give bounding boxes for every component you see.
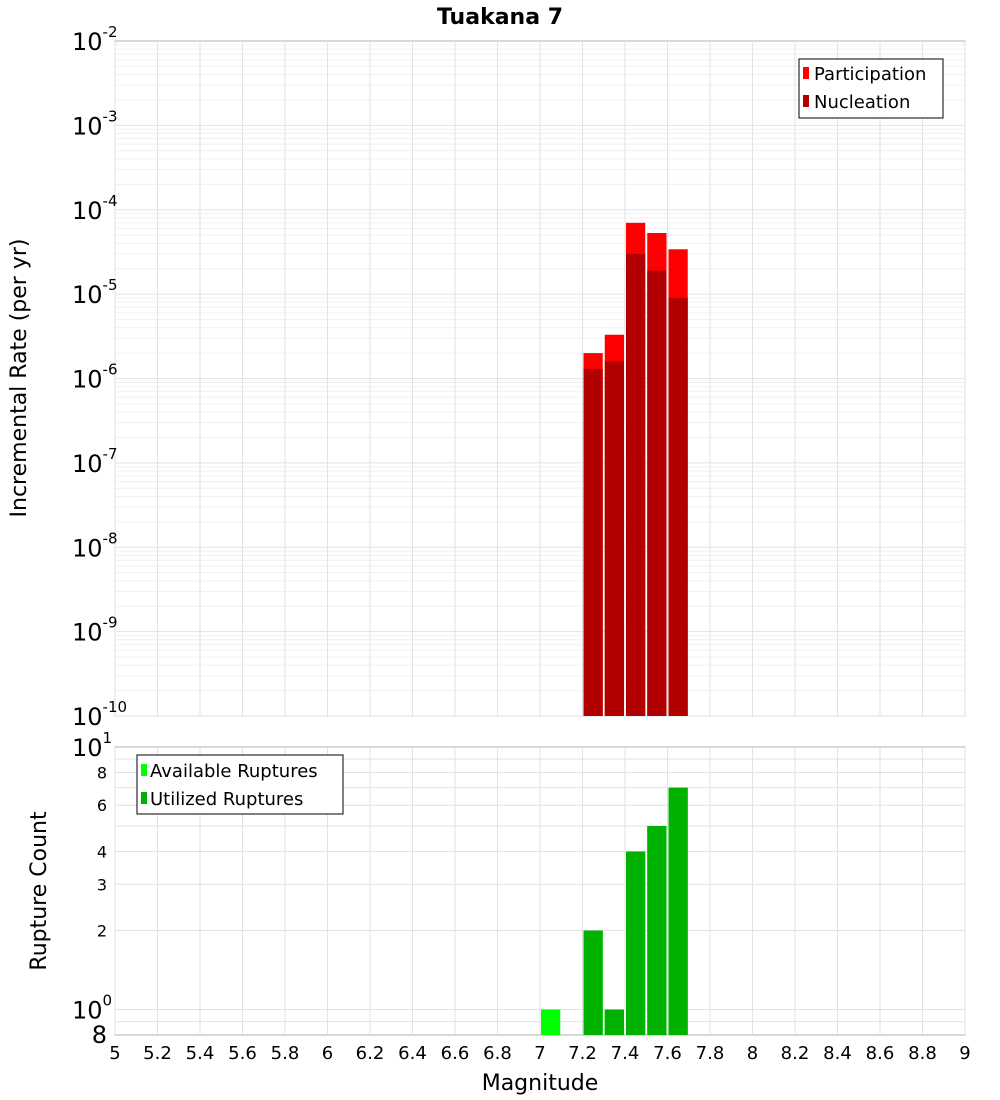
x-tick-label: 6.6 — [441, 1043, 470, 1064]
legend-label-utilized-ruptures: Utilized Ruptures — [150, 789, 303, 810]
rate-y-tick-label: 10-5 — [72, 276, 118, 309]
count-y-tick-label: 6 — [97, 796, 107, 815]
count-y-tick-label: 2 — [97, 922, 107, 941]
count-y-tick-label: 101 — [72, 729, 112, 762]
utilized-ruptures-bar — [668, 787, 688, 1035]
rate-bars — [583, 222, 688, 716]
available-ruptures-bar — [541, 1009, 561, 1035]
legend-swatch-nucleation — [803, 95, 809, 107]
x-tick-label: 6.2 — [356, 1043, 385, 1064]
rate-gridlines — [114, 41, 966, 717]
utilized-ruptures-bar — [647, 826, 667, 1035]
x-tick-label: 5.6 — [228, 1043, 257, 1064]
nucleation-bar — [647, 270, 667, 716]
rate-y-tick-label: 10-4 — [72, 192, 118, 225]
count-y-tick-label: 8 — [92, 1021, 107, 1049]
legend-swatch-available-ruptures — [141, 764, 147, 776]
x-tick-label: 8.2 — [781, 1043, 810, 1064]
legend-label-nucleation: Nucleation — [814, 92, 910, 113]
x-tick-label: 7.6 — [653, 1043, 682, 1064]
utilized-ruptures-bar — [604, 1009, 624, 1035]
x-tick-label: 7 — [534, 1043, 545, 1064]
nucleation-bar — [626, 253, 646, 716]
rate-legend: Participation Nucleation — [798, 58, 944, 119]
magnitude-x-ticks: 5 5.2 5.4 5.6 5.8 6 6.2 6.4 6.6 6.8 7 7.2 7.4 7.6 7.8 8… — [109, 1043, 970, 1064]
x-tick-label: 5.2 — [143, 1043, 172, 1064]
nucleation-bar — [583, 368, 603, 716]
rate-y-tick-label: 10-7 — [72, 445, 118, 478]
x-tick-label: 7.8 — [696, 1043, 725, 1064]
count-bars — [541, 787, 688, 1035]
rate-y-axis-label: Incremental Rate (per yr) — [7, 239, 32, 518]
rate-legend-box — [798, 58, 944, 119]
x-tick-label: 8 — [747, 1043, 758, 1064]
nucleation-bar — [668, 297, 688, 716]
count-y-tick-label: 8 — [97, 763, 107, 782]
count-legend: Available Ruptures Utilized Ruptures — [136, 754, 344, 815]
nucleation-bar — [604, 361, 624, 716]
rate-y-ticks: 10-2 10-3 10-4 10-5 10-6 10-7 10-8 10-9 10-10 — [72, 23, 127, 731]
utilized-ruptures-bar — [626, 851, 646, 1035]
count-y-axis-label: Rupture Count — [27, 811, 52, 971]
count-y-tick-label: 100 — [72, 992, 112, 1025]
count-legend-box — [136, 754, 344, 815]
rate-y-tick-label: 10-8 — [72, 529, 118, 562]
utilized-ruptures-bar — [583, 930, 603, 1035]
rate-y-tick-label: 10-3 — [72, 107, 118, 140]
rate-y-tick-label: 10-10 — [72, 698, 127, 731]
legend-label-available-ruptures: Available Ruptures — [150, 761, 318, 782]
x-axis-label: Magnitude — [482, 1071, 599, 1096]
count-y-tick-label: 4 — [97, 842, 107, 861]
legend-label-participation: Participation — [814, 64, 926, 85]
x-tick-label: 6.4 — [398, 1043, 427, 1064]
x-tick-label: 8.4 — [823, 1043, 852, 1064]
x-tick-label: 5 — [109, 1043, 120, 1064]
legend-swatch-participation — [803, 67, 809, 79]
x-tick-label: 7.4 — [611, 1043, 640, 1064]
x-tick-label: 6 — [322, 1043, 333, 1064]
chart-title: Tuakana 7 — [437, 5, 563, 30]
x-tick-label: 5.4 — [186, 1043, 215, 1064]
rate-y-tick-label: 10-2 — [72, 23, 118, 56]
x-tick-label: 8.6 — [866, 1043, 895, 1064]
x-tick-label: 9 — [959, 1043, 970, 1064]
rate-y-tick-label: 10-9 — [72, 614, 118, 647]
legend-swatch-utilized-ruptures — [141, 792, 147, 804]
count-y-tick-label: 3 — [97, 875, 107, 894]
x-tick-label: 8.8 — [908, 1043, 937, 1064]
rate-panel: 10-2 10-3 10-4 10-5 10-6 10-7 10-8 10-9 10-10 In… — [7, 23, 966, 731]
x-tick-label: 7.2 — [568, 1043, 597, 1064]
x-tick-label: 6.8 — [483, 1043, 512, 1064]
rate-y-tick-label: 10-6 — [72, 361, 118, 394]
x-tick-label: 5.8 — [271, 1043, 300, 1064]
